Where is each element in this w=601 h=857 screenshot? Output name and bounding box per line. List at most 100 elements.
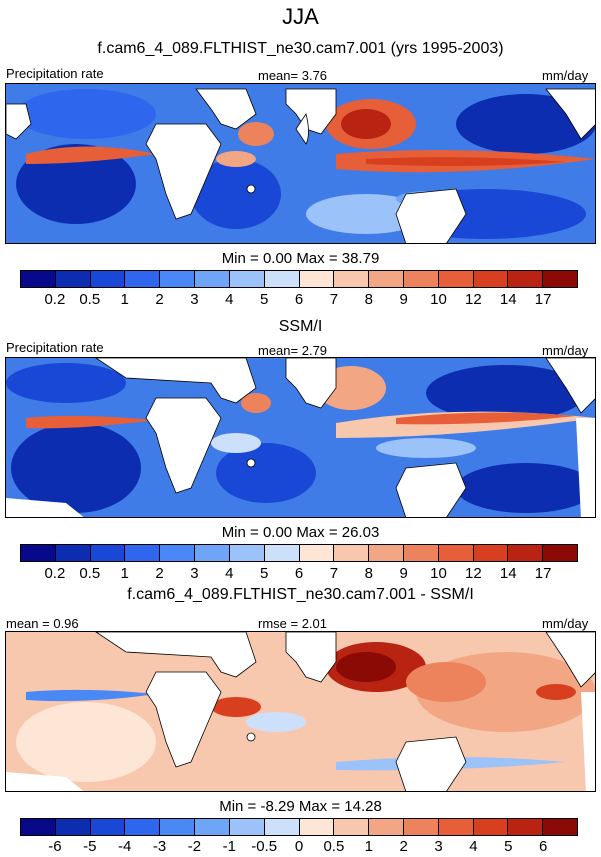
colorbar-swatch [543,271,577,287]
minmax-diff: Min = -8.29 Max = 14.28 [219,798,382,815]
colorbar-swatch [403,545,439,561]
colorbar-swatch [125,545,161,561]
panel-mean-diff: mean = 0.96 [6,616,79,631]
colorbar-swatch [299,271,335,287]
minmax-obs: Min = 0.00 Max = 26.03 [221,524,380,541]
colorbar-tick-label: 7 [329,565,339,582]
colorbar-tick-label: 8 [364,291,373,308]
colorbar-swatch [508,271,544,287]
colorbar-tick-label: 12 [465,291,482,308]
colorbar-tick-label: 3 [190,565,199,582]
colorbar-swatch [264,545,300,561]
colorbar-tick-label: 1 [364,838,373,855]
colorbar-tick-label: 12 [465,565,482,582]
colorbar-labels-model: 0.2 0.5 1 2 3 4 5 6 7 8 9 10 12 14 17 [20,291,578,309]
map-model [5,83,596,244]
colorbar-tick-label: -3 [152,838,167,855]
colorbar-swatch [21,545,56,561]
colorbar-tick-label: -0.5 [251,838,278,855]
colorbar-tick-label: 1 [120,565,129,582]
colorbar-tick-label: 14 [499,291,517,308]
colorbar-swatch [195,271,230,287]
panel-left-label-model: Precipitation rate [6,66,104,81]
colorbar-swatch [55,819,91,835]
colorbar-tick-label: 0.2 [44,565,66,582]
colorbar-tick-label: 9 [399,565,408,582]
colorbar-tick-label: -5 [83,838,97,855]
colorbar-swatch [195,545,230,561]
minmax-model: Min = 0.00 Max = 38.79 [221,250,380,267]
colorbar-swatch [299,545,335,561]
colorbar-swatch [403,271,439,287]
figure-title: JJA [282,4,319,29]
colorbar-swatch [334,271,370,287]
colorbar-swatch [369,545,404,561]
colorbar-swatch [508,819,544,835]
panel-units-obs: mm/day [542,343,589,358]
colorbar-swatch [160,271,196,287]
colorbar-tick-label: 0.2 [44,291,66,308]
colorbar-swatch [160,819,196,835]
colorbar-tick-label: 0.5 [79,291,101,308]
colorbar-swatch [125,819,161,835]
colorbar-tick-label: 0 [294,838,304,855]
colorbar-swatch [264,819,300,835]
colorbar-swatch [90,271,126,287]
panel-mean-obs: mean= 2.79 [258,343,328,358]
colorbar-tick-label: 8 [364,565,373,582]
colorbar-swatch [125,271,161,287]
colorbar-swatch [369,271,404,287]
colorbar-swatch [438,271,474,287]
colorbar-swatch [21,271,56,287]
colorbar-swatch [543,545,577,561]
colorbar-tick-label: -1 [222,838,236,855]
colorbar-obs [20,544,578,562]
colorbar-tick-label: 10 [430,291,447,308]
panel-mean-model: mean= 3.76 [258,68,328,83]
colorbar-tick-label: 2 [155,291,164,308]
colorbar-tick-label: 6 [538,838,548,855]
colorbar-swatch [403,819,439,835]
colorbar-tick-label: 2 [155,565,164,582]
colorbar-tick-label: 9 [399,291,408,308]
colorbar-swatch [299,819,335,835]
colorbar-swatch [229,545,265,561]
map-obs [5,357,596,518]
map-diff-svg [6,632,595,791]
colorbar-swatch [473,819,509,835]
colorbar-tick-label: 4 [225,565,234,582]
map-obs-svg [6,358,595,517]
colorbar-swatch [21,819,56,835]
colorbar-diff [20,818,578,836]
colorbar-tick-label: 10 [430,565,447,582]
map-model-svg [6,84,595,243]
colorbar-tick-label: 5 [259,565,269,582]
panel-units-model: mm/day [542,68,589,83]
colorbar-swatch [473,271,509,287]
colorbar-tick-label: 6 [294,291,304,308]
colorbar-tick-label: 2 [399,838,408,855]
colorbar-swatch [264,271,300,287]
map-diff [5,631,596,792]
colorbar-tick-label: 14 [499,565,517,582]
colorbar-tick-label: 5 [504,838,513,855]
panel-title-diff: f.cam6_4_089.FLTHIST_ne30.cam7.001 - SSM… [127,586,474,603]
colorbar-tick-label: 1 [120,291,129,308]
colorbar-tick-label: 17 [534,565,552,582]
colorbar-tick-label: 6 [294,565,304,582]
colorbar-swatch [369,819,404,835]
colorbar-labels-obs: 0.2 0.5 1 2 3 4 5 6 7 8 9 10 12 14 17 [20,565,578,583]
colorbar-swatch [90,819,126,835]
colorbar-tick-label: 3 [190,291,199,308]
colorbar-tick-label: 4 [469,838,478,855]
colorbar-swatch [90,545,126,561]
colorbar-tick-label: 5 [259,291,269,308]
colorbar-swatch [543,819,577,835]
colorbar-tick-label: -4 [117,838,132,855]
colorbar-tick-label: 3 [434,838,443,855]
colorbar-labels-diff: -6 -5 -4 -3 -2 -1 -0.5 0 0.5 1 2 3 4 5 6 [20,838,578,856]
colorbar-tick-label: 0.5 [323,838,345,855]
colorbar-swatch [55,271,91,287]
panel-rmse-diff: rmse = 2.01 [258,616,328,631]
colorbar-tick-label: 4 [225,291,234,308]
